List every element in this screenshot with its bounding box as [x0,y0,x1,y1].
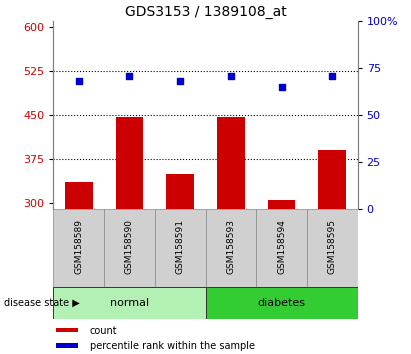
Point [228,73,234,79]
Point [278,84,285,90]
Bar [166,174,194,209]
Title: GDS3153 / 1389108_at: GDS3153 / 1389108_at [125,5,286,19]
Bar [256,209,307,287]
Bar [155,209,206,287]
Point [76,79,82,84]
Bar [217,117,245,209]
Text: percentile rank within the sample: percentile rank within the sample [90,341,255,351]
Bar [307,209,358,287]
Bar [318,150,346,209]
Text: GSM158590: GSM158590 [125,219,134,274]
Text: count: count [90,326,118,336]
Bar [268,200,296,209]
Bar [104,209,155,287]
Text: disease state ▶: disease state ▶ [4,298,80,308]
Bar [53,209,104,287]
Text: diabetes: diabetes [258,298,305,308]
Text: GSM158593: GSM158593 [226,219,236,274]
Bar [53,287,206,319]
Bar [56,327,78,332]
Text: GSM158589: GSM158589 [74,219,83,274]
Point [329,73,335,79]
Text: GSM158595: GSM158595 [328,219,337,274]
Bar [65,182,93,209]
Bar [206,287,358,319]
Point [126,73,133,79]
Point [177,79,183,84]
Bar [115,117,143,209]
Text: GSM158594: GSM158594 [277,219,286,274]
Bar [56,343,78,348]
Bar [206,209,256,287]
Text: GSM158591: GSM158591 [175,219,185,274]
Text: normal: normal [110,298,149,308]
